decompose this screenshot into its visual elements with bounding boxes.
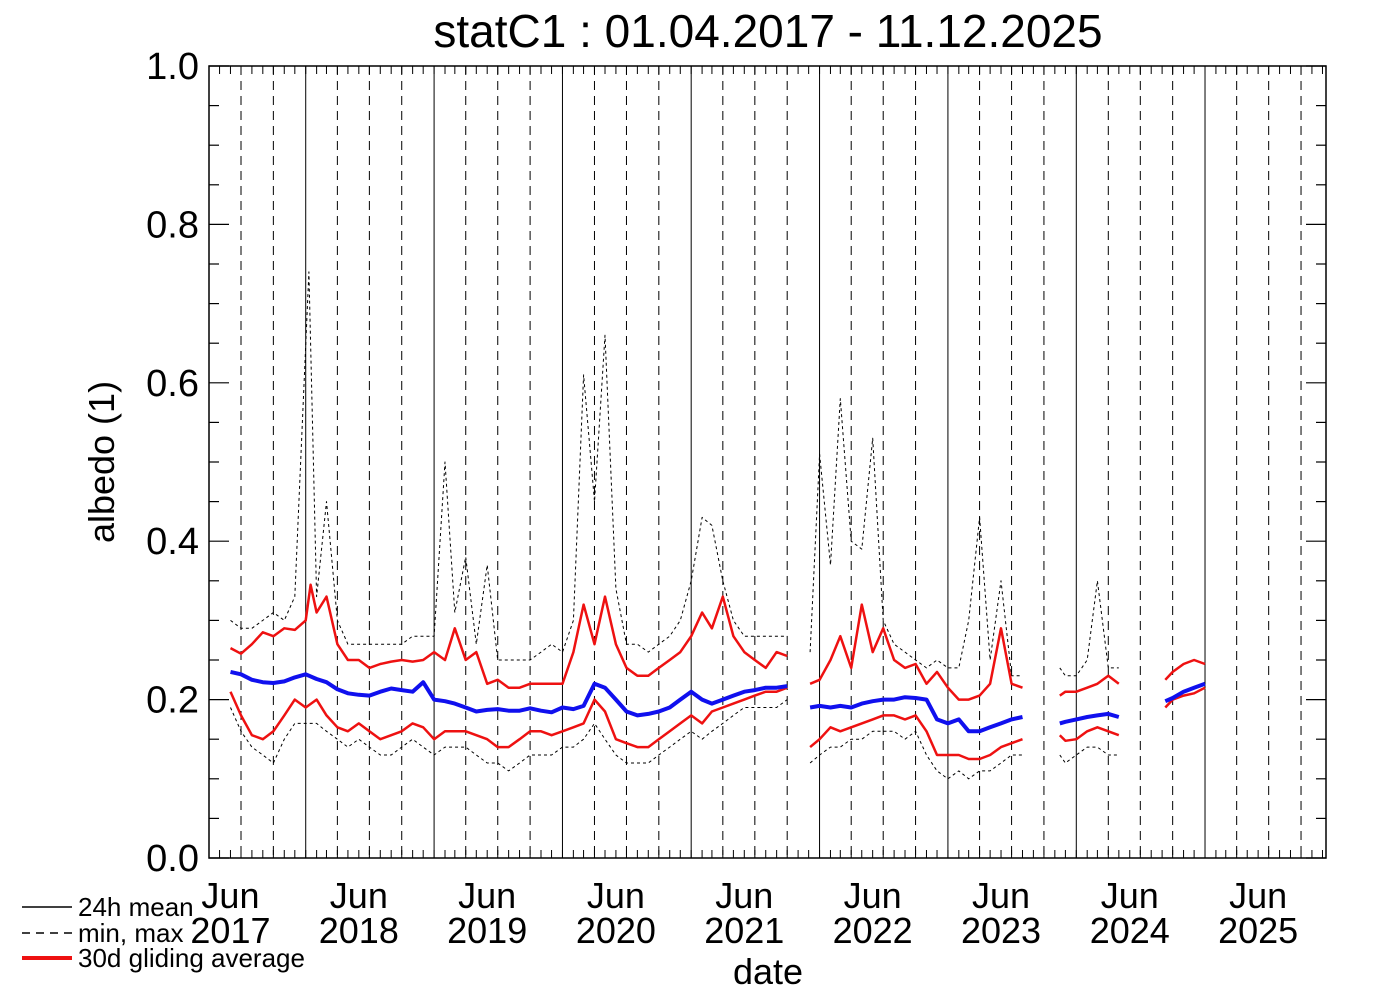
avg-lower-line — [809, 714, 1023, 761]
y-tick-label: 0.8 — [146, 204, 199, 246]
x-tick-label-year: 2020 — [576, 910, 656, 951]
x-tick-label-year: 2018 — [319, 910, 399, 951]
y-axis-label: albedo (1) — [81, 381, 122, 543]
x-tick-label-year: 2017 — [190, 910, 270, 951]
x-tick-label-month: Jun — [1101, 875, 1159, 916]
legend-label-mean: 24h mean — [78, 892, 194, 922]
mean-series-line — [809, 695, 1023, 734]
y-tick-label: 0.6 — [146, 363, 199, 405]
x-tick-label-month: Jun — [715, 875, 773, 916]
avg-upper-line — [1164, 658, 1206, 681]
max-series-line — [230, 271, 788, 661]
x-tick-label-year: 2021 — [704, 910, 784, 951]
x-tick-label-year: 2023 — [961, 910, 1041, 951]
min-series-line — [809, 730, 1023, 780]
avg-lower-line — [1058, 726, 1120, 743]
x-tick-label-year: 2019 — [447, 910, 527, 951]
x-tick-label-year: 2022 — [833, 910, 913, 951]
legend-label-avg: 30d gliding average — [78, 943, 305, 973]
legend-label-minmax: min, max — [78, 918, 183, 948]
mean-series-line — [1164, 681, 1206, 704]
max-series-line — [809, 398, 1023, 677]
x-axis: Jun2017Jun2018Jun2019Jun2020Jun2021Jun20… — [190, 66, 1323, 951]
x-tick-label-month: Jun — [587, 875, 645, 916]
avg-upper-line — [229, 583, 788, 689]
chart-title: statC1 : 01.04.2017 - 11.12.2025 — [433, 5, 1102, 57]
x-tick-label-month: Jun — [330, 875, 388, 916]
legend: 24h mean min, max 30d gliding average — [22, 892, 305, 973]
avg-upper-line — [1059, 674, 1120, 697]
y-tick-label: 1.0 — [146, 46, 199, 88]
x-tick-label-month: Jun — [844, 875, 902, 916]
plot-area — [208, 66, 1302, 858]
x-tick-label-month: Jun — [201, 875, 259, 916]
gliding-average-series — [229, 583, 1206, 761]
mean-series — [230, 669, 1206, 734]
avg-lower-line — [229, 686, 788, 749]
y-tick-label: 0.4 — [146, 521, 199, 563]
min-series-line — [230, 699, 788, 772]
x-axis-label: date — [733, 951, 803, 992]
y-tick-label: 0.2 — [146, 680, 199, 722]
x-tick-label-month: Jun — [972, 875, 1030, 916]
mean-series-line — [1059, 711, 1120, 726]
x-tick-label-year: 2024 — [1090, 910, 1170, 951]
date-gridlines — [208, 66, 1302, 858]
x-tick-label-month: Jun — [458, 875, 516, 916]
avg-lower-line — [1164, 686, 1206, 709]
y-axis: 0.0 0.2 0.4 0.6 0.8 1.0 — [146, 46, 1326, 880]
x-tick-label-year: 2025 — [1218, 910, 1298, 951]
min-max-series — [230, 271, 1119, 780]
x-tick-label-month: Jun — [1229, 875, 1287, 916]
min-series-line — [1059, 746, 1119, 764]
y-tick-label: 0.0 — [146, 838, 199, 880]
mean-series-line — [230, 669, 788, 718]
avg-upper-line — [809, 603, 1023, 701]
